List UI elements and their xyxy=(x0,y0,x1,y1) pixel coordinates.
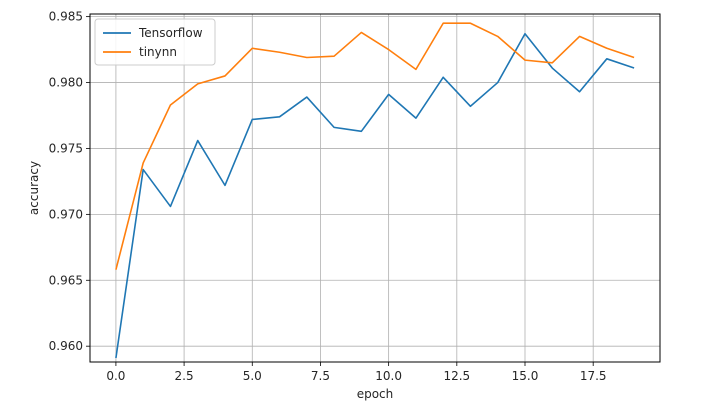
y-tick-label: 0.965 xyxy=(49,273,83,287)
x-tick-label: 15.0 xyxy=(512,369,539,383)
x-tick-label: 7.5 xyxy=(311,369,330,383)
x-tick-label: 10.0 xyxy=(375,369,402,383)
x-tick-label: 17.5 xyxy=(580,369,607,383)
y-axis-ticks: 0.960 0.965 0.970 0.975 0.980 0.985 xyxy=(49,10,90,353)
y-tick-label: 0.975 xyxy=(49,141,83,155)
series-line-tinynn xyxy=(115,22,635,270)
x-tick-label: 2.5 xyxy=(175,369,194,383)
x-tick-label: 0.0 xyxy=(106,369,125,383)
x-tick-label: 12.5 xyxy=(443,369,470,383)
x-tick-label: 5.0 xyxy=(243,369,262,383)
y-tick-label: 0.970 xyxy=(49,207,83,221)
legend: Tensorflow tinynn xyxy=(94,18,216,66)
legend-label: tinynn xyxy=(139,45,177,59)
legend-label: Tensorflow xyxy=(138,26,203,40)
series-lines xyxy=(115,22,635,359)
y-tick-label: 0.980 xyxy=(49,76,83,90)
x-axis-label: epoch xyxy=(357,387,394,401)
y-axis-label: accuracy xyxy=(27,161,41,215)
plot-frame xyxy=(89,13,661,363)
legend-box xyxy=(94,18,216,66)
x-axis-ticks: 0.0 2.5 5.0 7.5 10.0 12.5 15.0 17.5 xyxy=(106,362,607,383)
y-tick-label: 0.960 xyxy=(49,339,83,353)
grid-lines xyxy=(90,14,660,362)
y-tick-label: 0.985 xyxy=(49,10,83,24)
